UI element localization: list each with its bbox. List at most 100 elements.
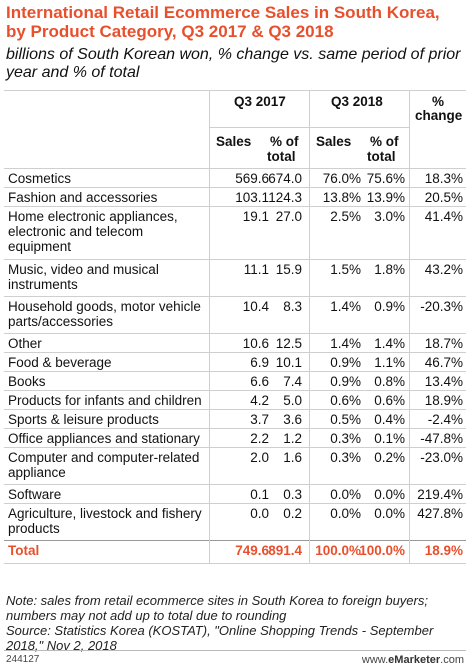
cell-change: -47.8% bbox=[420, 431, 463, 446]
category-label: Agriculture, livestock and fishery produ… bbox=[8, 506, 202, 536]
category-label: Computer and computer-related appliance bbox=[8, 450, 200, 480]
cell-sales-2017: 2.2 bbox=[250, 431, 269, 446]
brand-suffix: .com bbox=[440, 654, 464, 666]
cell-sales-2018: 0.3% bbox=[330, 431, 361, 446]
table-row: Music, video and musical instruments 11.1… bbox=[4, 259, 466, 297]
header-sales-2018: Sales bbox=[316, 134, 352, 149]
category-label: Office appliances and stationary bbox=[8, 431, 200, 446]
cell-share-2018: 0.0% bbox=[374, 506, 405, 521]
cell-change: 18.3% bbox=[424, 171, 463, 186]
table-row: Office appliances and stationary 2.2 1.2 0.… bbox=[4, 428, 466, 448]
table-row: Cosmetics 569.6 674.0 76.0% 75.6% 18.3% bbox=[4, 168, 466, 188]
table-row: Books 6.6 7.4 0.9% 0.8% 13.4% bbox=[4, 371, 466, 391]
cell-share-2018: 0.8% bbox=[374, 374, 405, 389]
category-label: Fashion and accessories bbox=[8, 190, 158, 205]
cell-sales-2018: 13.8% bbox=[322, 190, 361, 205]
total-row: Total 749.6 891.4 100.0% 100.0% 18.9% bbox=[4, 540, 466, 564]
cell-share-2017: 7.4 bbox=[283, 374, 302, 389]
cell-sales-2017: 6.9 bbox=[250, 355, 269, 370]
cell-share-2017: 12.5 bbox=[275, 336, 302, 351]
header-sales-2017: Sales bbox=[216, 134, 252, 149]
cell-share-2017: 1.6 bbox=[283, 450, 302, 465]
brand-prefix: www. bbox=[361, 654, 389, 666]
cell-share-2017: 674.0 bbox=[268, 171, 302, 186]
chart-id: 244127 bbox=[6, 654, 40, 665]
brand-logo: www.eMarketer.com bbox=[362, 654, 464, 666]
cell-share-2017: 1.2 bbox=[283, 431, 302, 446]
header-share-2018-line2: total bbox=[367, 149, 396, 164]
header-share-2017-line1: % of bbox=[270, 134, 299, 149]
cell-share-2017: 0.2 bbox=[283, 506, 302, 521]
cell-sales-2017: 749.6 bbox=[235, 543, 269, 558]
cell-sales-2017: 4.2 bbox=[250, 393, 269, 408]
cell-share-2017: 27.0 bbox=[275, 209, 302, 224]
cell-sales-2018: 0.9% bbox=[330, 374, 361, 389]
category-label: Software bbox=[8, 487, 62, 502]
cell-share-2017: 0.3 bbox=[283, 487, 302, 502]
cell-change: 20.5% bbox=[424, 190, 463, 205]
cell-sales-2018: 0.9% bbox=[330, 355, 361, 370]
table-row: Other 10.6 12.5 1.4% 1.4% 18.7% bbox=[4, 333, 466, 353]
source-line-1: Source: Statistics Korea (KOSTAT), "Onli… bbox=[6, 623, 434, 638]
table-row: Household goods, motor vehicle parts/acc… bbox=[4, 296, 466, 334]
cell-change: -23.0% bbox=[420, 450, 463, 465]
table-row: Food & beverage 6.9 10.1 0.9% 1.1% 46.7% bbox=[4, 352, 466, 372]
cell-sales-2018: 1.4% bbox=[330, 299, 361, 314]
cell-sales-2018: 0.5% bbox=[330, 412, 361, 427]
category-label: Books bbox=[8, 374, 46, 389]
table-row: Home electronic appliances, electronic a… bbox=[4, 206, 466, 260]
category-label: Other bbox=[8, 336, 42, 351]
header-share-2018-line1: % of bbox=[370, 134, 399, 149]
cell-share-2018: 75.6% bbox=[366, 171, 405, 186]
cell-sales-2017: 0.1 bbox=[250, 487, 269, 502]
chart-title: International Retail Ecommerce Sales in … bbox=[6, 3, 440, 41]
category-label: Sports & leisure products bbox=[8, 412, 159, 427]
cell-share-2017: 15.9 bbox=[275, 262, 302, 277]
header-share-2017-line2: total bbox=[267, 149, 296, 164]
cell-change: 43.2% bbox=[424, 262, 463, 277]
cell-sales-2018: 1.5% bbox=[330, 262, 361, 277]
brand-name: eMarketer bbox=[388, 654, 441, 666]
column-divider bbox=[409, 90, 410, 563]
header-q3-2018: Q3 2018 bbox=[331, 94, 383, 109]
cell-sales-2018: 0.3% bbox=[330, 450, 361, 465]
cell-share-2017: 3.6 bbox=[283, 412, 302, 427]
cell-share-2018: 0.9% bbox=[374, 299, 405, 314]
cell-change: 13.4% bbox=[424, 374, 463, 389]
source-note: Note: sales from retail ecommerce sites … bbox=[6, 593, 464, 653]
cell-share-2018: 0.0% bbox=[374, 487, 405, 502]
cell-sales-2018: 0.0% bbox=[330, 487, 361, 502]
cell-sales-2017: 2.0 bbox=[250, 450, 269, 465]
cell-share-2017: 8.3 bbox=[283, 299, 302, 314]
column-divider bbox=[309, 90, 310, 563]
cell-sales-2017: 6.6 bbox=[250, 374, 269, 389]
cell-sales-2017: 0.0 bbox=[250, 506, 269, 521]
category-label: Music, video and musical instruments bbox=[8, 262, 159, 292]
cell-sales-2017: 569.6 bbox=[235, 171, 269, 186]
cell-share-2017: 10.1 bbox=[275, 355, 302, 370]
cell-share-2018: 13.9% bbox=[366, 190, 405, 205]
source-line-2: 2018," Nov 2, 2018 bbox=[6, 638, 117, 653]
cell-share-2018: 0.1% bbox=[374, 431, 405, 446]
chart-subtitle: billions of South Korean won, % change v… bbox=[6, 46, 461, 81]
cell-share-2018: 1.4% bbox=[374, 336, 405, 351]
footer-rule bbox=[4, 650, 466, 651]
note-line-2: numbers may not add up to total due to r… bbox=[6, 608, 287, 623]
cell-share-2018: 0.2% bbox=[374, 450, 405, 465]
cell-sales-2017: 3.7 bbox=[250, 412, 269, 427]
column-divider bbox=[209, 90, 210, 563]
cell-sales-2017: 103.1 bbox=[235, 190, 269, 205]
table-bottom-rule bbox=[4, 563, 466, 564]
cell-sales-2017: 10.4 bbox=[242, 299, 269, 314]
cell-share-2017: 891.4 bbox=[268, 543, 302, 558]
category-label: Cosmetics bbox=[8, 171, 72, 186]
cell-sales-2018: 0.0% bbox=[330, 506, 361, 521]
cell-share-2018: 0.4% bbox=[374, 412, 405, 427]
cell-sales-2018: 0.6% bbox=[330, 393, 361, 408]
header-pct-change-line1: % bbox=[432, 94, 445, 109]
table-row: Fashion and accessories 103.1 124.3 13.8% 13… bbox=[4, 187, 466, 207]
cell-share-2017: 5.0 bbox=[283, 393, 302, 408]
category-label: Food & beverage bbox=[8, 355, 112, 370]
cell-change: -20.3% bbox=[420, 299, 463, 314]
cell-sales-2018: 1.4% bbox=[330, 336, 361, 351]
